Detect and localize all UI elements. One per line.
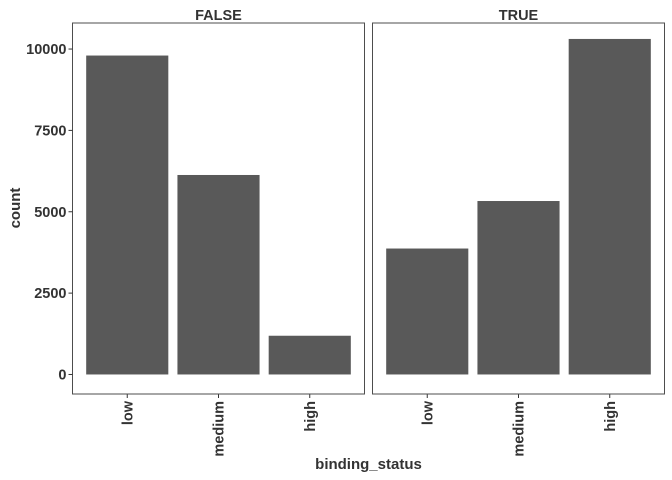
x-tick-label: low xyxy=(120,400,136,425)
facet-panel-false: FALSE low medium high xyxy=(72,8,365,457)
bar-false-low xyxy=(86,55,169,375)
bar-false-medium xyxy=(177,174,260,375)
bar-true-medium xyxy=(477,201,560,375)
panel-border xyxy=(372,22,665,395)
y-tick-label: 5000 xyxy=(34,205,66,221)
x-axis-title: binding_status xyxy=(315,456,422,473)
bar-true-high xyxy=(568,38,651,375)
y-tick-label: 10000 xyxy=(26,42,66,58)
facet-title: FALSE xyxy=(195,8,242,24)
x-tick-label: medium xyxy=(512,401,528,457)
y-tick-label: 2500 xyxy=(34,286,66,302)
y-tick-label: 7500 xyxy=(34,123,66,139)
x-tick-label: high xyxy=(303,401,319,432)
facet-title: TRUE xyxy=(499,8,539,24)
x-tick-label: high xyxy=(603,401,619,432)
x-tick-label: medium xyxy=(212,401,228,457)
panel-border xyxy=(72,22,365,395)
y-axis: 0 2500 5000 7500 10000 xyxy=(26,42,73,383)
bar-true-low xyxy=(386,248,469,375)
x-tick-label: low xyxy=(420,400,436,425)
panels: FALSE low medium high TRUE low medium high xyxy=(72,8,665,457)
y-tick-label: 0 xyxy=(58,367,66,383)
facet-panel-true: TRUE low medium high xyxy=(372,8,665,457)
y-axis-title: count xyxy=(7,188,24,229)
bar-false-high xyxy=(268,335,351,375)
